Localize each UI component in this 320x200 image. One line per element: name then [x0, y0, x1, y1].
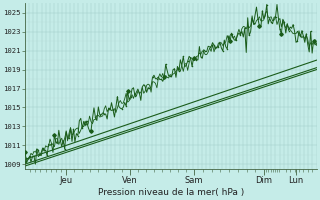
Point: [88, 129, 93, 132]
Point: [53, 140, 59, 143]
Point: [168, 74, 173, 77]
Point: [203, 50, 208, 53]
Point: [273, 15, 278, 18]
Point: [238, 33, 243, 37]
Point: [110, 108, 116, 112]
Point: [93, 116, 98, 119]
Point: [159, 78, 164, 81]
Point: [212, 44, 217, 47]
Point: [31, 154, 36, 158]
Point: [304, 32, 309, 35]
Point: [132, 94, 138, 97]
Point: [141, 83, 146, 86]
Point: [229, 32, 234, 35]
Point: [295, 39, 300, 42]
Point: [97, 113, 102, 116]
Point: [40, 146, 45, 150]
Point: [137, 91, 142, 95]
Point: [185, 60, 190, 63]
Point: [225, 47, 230, 51]
Point: [189, 65, 195, 68]
Point: [194, 58, 199, 61]
Point: [255, 18, 260, 21]
Point: [207, 45, 212, 48]
Point: [251, 22, 256, 25]
Point: [84, 119, 89, 123]
Point: [242, 26, 247, 30]
Point: [71, 128, 76, 131]
Point: [102, 112, 107, 116]
Point: [286, 29, 291, 32]
Point: [291, 23, 296, 26]
Point: [36, 149, 41, 152]
Point: [216, 45, 221, 48]
Point: [128, 95, 133, 98]
Point: [150, 76, 155, 79]
Point: [220, 49, 225, 53]
Point: [282, 21, 287, 24]
Point: [124, 105, 129, 108]
X-axis label: Pression niveau de la mer( hPa ): Pression niveau de la mer( hPa ): [98, 188, 244, 197]
Point: [154, 77, 159, 80]
Point: [80, 127, 85, 130]
Point: [106, 106, 111, 110]
Point: [264, 3, 269, 6]
Point: [58, 139, 63, 142]
Point: [67, 137, 72, 140]
Point: [198, 55, 204, 58]
Point: [260, 9, 265, 12]
Point: [233, 38, 238, 42]
Point: [277, 28, 283, 31]
Point: [146, 86, 151, 89]
Point: [308, 30, 313, 33]
Point: [176, 69, 181, 73]
Point: [115, 95, 120, 98]
Point: [62, 148, 67, 151]
Point: [44, 154, 50, 157]
Point: [163, 63, 168, 66]
Point: [247, 34, 252, 37]
Point: [313, 39, 318, 42]
Point: [172, 67, 177, 70]
Point: [49, 142, 54, 145]
Point: [299, 29, 304, 32]
Point: [27, 155, 32, 158]
Point: [181, 55, 186, 58]
Point: [268, 20, 274, 23]
Point: [119, 107, 124, 110]
Point: [75, 134, 80, 137]
Point: [23, 151, 28, 154]
